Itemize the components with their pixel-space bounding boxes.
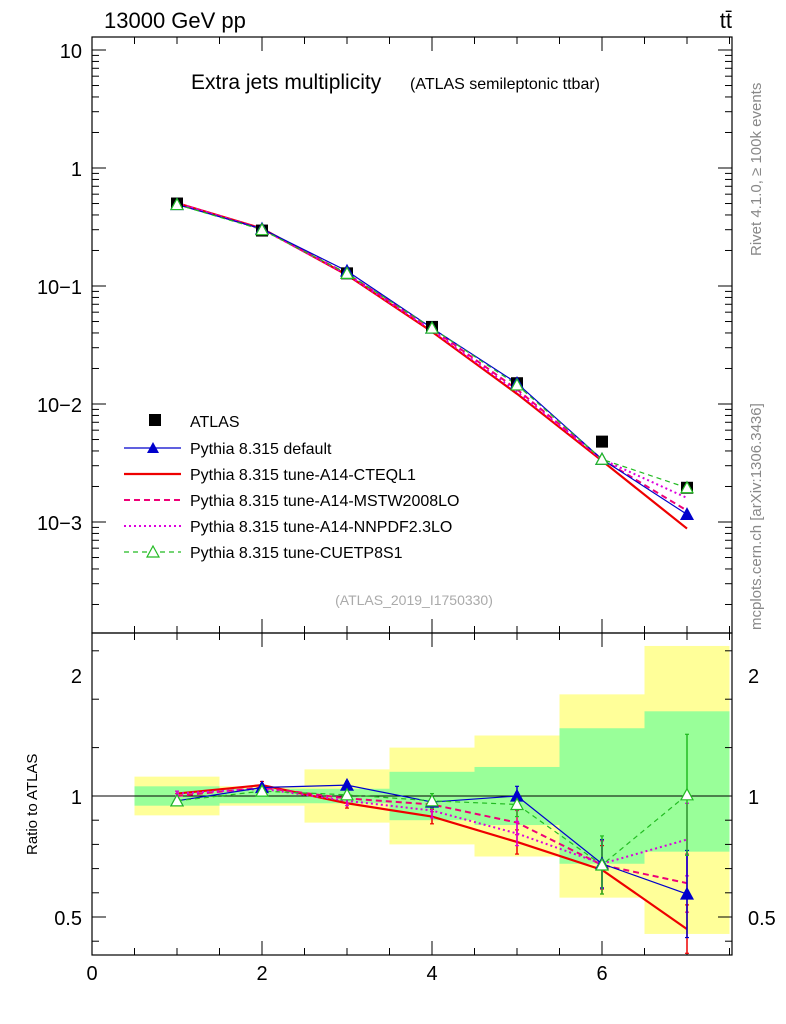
y-tick-label-10: 10 <box>60 41 82 63</box>
chart-subtitle: (ATLAS semileptonic ttbar) <box>410 76 600 93</box>
x-tick-label-0: 0 <box>86 963 97 985</box>
legend-marker-default <box>147 442 159 453</box>
x-tick-label-4: 4 <box>426 963 437 985</box>
ratio-tick-label-right-0-5: 0.5 <box>748 908 776 930</box>
y-tick-label-1: 1 <box>71 159 82 181</box>
top-panel-ticks <box>91 37 732 633</box>
analysis-id-label: (ATLAS_2019_I1750330) <box>335 592 493 608</box>
ratio-tick-label-right-2: 2 <box>748 666 759 688</box>
series-4-ratio-marker <box>424 793 440 807</box>
legend-marker-cuetp8s1 <box>145 544 161 558</box>
rivet-version-label: Rivet 4.1.0, ≥ 100k events <box>748 83 765 256</box>
series-4-marker <box>594 452 610 465</box>
header-collision-label: 13000 GeV pp <box>104 8 246 33</box>
x-tick-label-6: 6 <box>596 963 607 985</box>
legend-label-mstw2008lo: Pythia 8.315 tune-A14-MSTW2008LO <box>190 493 459 510</box>
legend-label-nnpdf23lo: Pythia 8.315 tune-A14-NNPDF2.3LO <box>190 519 452 536</box>
chart-title: Extra jets multiplicity <box>191 71 382 94</box>
top-panel-frame <box>91 36 733 634</box>
legend-label-cuetp8s1: Pythia 8.315 tune-CUETP8S1 <box>190 545 403 562</box>
series-4-ratio-marker <box>509 797 525 811</box>
series-4-marker <box>679 480 695 494</box>
ratio-tick-label-1: 1 <box>71 787 82 809</box>
series-4-marker <box>339 266 355 279</box>
legend-label-cteql1: Pythia 8.315 tune-A14-CTEQL1 <box>190 467 416 484</box>
series-4-marker <box>169 197 185 211</box>
series-4-ratio-marker <box>594 857 610 871</box>
y-tick-label-1e-2: 10−2 <box>37 395 82 417</box>
header-process-label: tt̄ <box>720 8 732 33</box>
ratio-tick-label-right-1: 1 <box>748 787 759 809</box>
x-tick-label-2: 2 <box>256 963 267 985</box>
y-tick-label-1e-3: 10−3 <box>37 513 82 535</box>
series-0-marker <box>679 507 695 520</box>
legend-marker-atlas <box>149 414 161 426</box>
top-panel-series <box>169 197 695 530</box>
series-4-ratio-marker <box>254 783 270 797</box>
ratio-tick-label-0-5: 0.5 <box>54 908 82 930</box>
series-4-marker <box>509 377 525 391</box>
legend-label-atlas: ATLAS <box>190 414 240 431</box>
mcplots-credit-label: mcplots.cern.ch [arXiv:1306.3436] <box>748 403 765 630</box>
atlas-data-point <box>596 435 608 448</box>
series-4-ratio-marker <box>339 787 355 801</box>
series-4-ratio-marker <box>169 793 185 807</box>
series-0-ratio-marker <box>679 886 695 900</box>
series-4-marker <box>424 320 440 334</box>
legend-label-default: Pythia 8.315 default <box>190 441 332 458</box>
ratio-panel-series <box>169 733 695 954</box>
ratio-axis-label: Ratio to ATLAS <box>24 754 41 855</box>
ratio-tick-label-2: 2 <box>71 666 82 688</box>
ratio-panel-frame <box>91 632 733 956</box>
series-4-ratio-marker <box>679 787 695 801</box>
y-tick-label-1e-1: 10−1 <box>37 277 82 299</box>
legend: ATLAS Pythia 8.315 default Pythia 8.315 … <box>124 414 459 562</box>
series-4-marker <box>254 222 270 236</box>
